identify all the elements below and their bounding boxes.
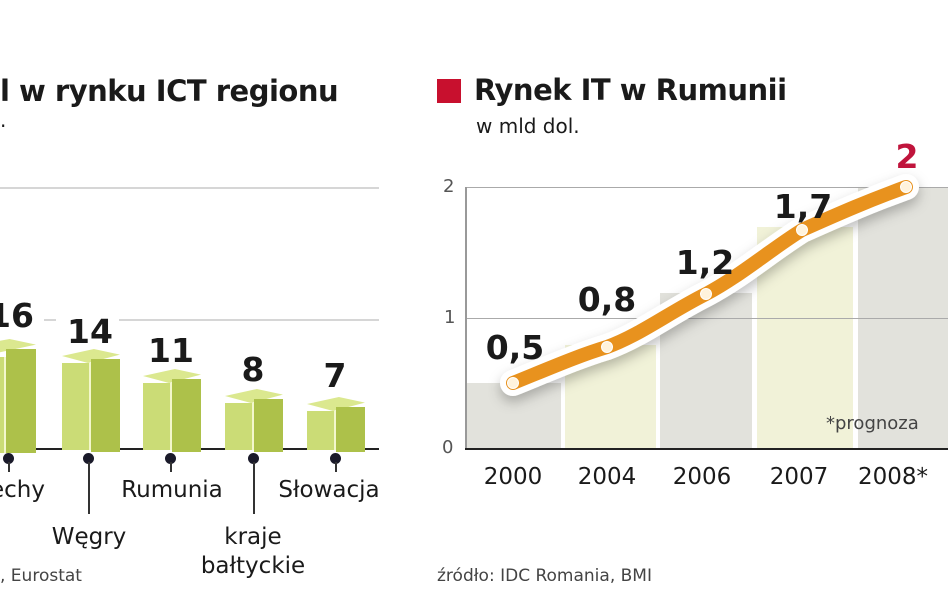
marker-stem [335,462,337,472]
y-tick-2: 2 [443,176,455,197]
left-baseline [36,448,379,450]
marker-dot [248,453,259,464]
bar-value: 8 [241,350,265,389]
x-label-2000: 2000 [483,464,543,490]
left-gridline-mid-b [119,319,379,321]
y-tick-1: 1 [444,307,456,328]
point-value-2006: 1,2 [675,243,735,282]
left-gridline-mid-a [44,319,56,321]
bar-value: 14 [67,312,113,351]
right-chart-subtitle: w mld dol. [476,114,580,138]
left-chart-title: l w rynku ICT regionu [0,74,339,108]
point-value-2008: 2 [895,137,919,176]
bar-label-line2: bałtyckie [200,553,306,579]
bar-label: echy [0,477,45,503]
left-gridline-top [0,187,379,189]
forecast-note: *prognoza [826,413,919,434]
bar-value: 7 [323,356,347,395]
bar-value: 16 [0,296,34,335]
marker-stem [8,462,10,472]
y-tick-0: 0 [442,437,454,458]
marker-stem [88,462,90,514]
x-label-2008: 2008* [858,464,929,490]
marker-dot [330,453,341,464]
bar-label: Węgry [51,524,127,550]
bar-label: Rumunia [121,477,223,503]
point-value-2007: 1,7 [773,187,833,226]
legend-square-icon [437,79,461,103]
bar-value: 11 [148,331,194,370]
bar-label: Słowacja [278,477,380,503]
marker-dot [3,453,14,464]
marker-dot [83,453,94,464]
gridline-2 [467,187,948,188]
right-chart-source: źródło: IDC Romania, BMI [437,566,652,586]
x-label-2004: 2004 [577,464,637,490]
point-value-2000: 0,5 [485,328,545,367]
x-axis [465,448,948,450]
marker-stem [253,462,255,514]
marker-stem [170,462,172,472]
left-chart-subtitle: . [0,108,7,132]
gridline-1 [467,318,948,319]
point-value-2004: 0,8 [577,280,637,319]
bar-label-line1: kraje [224,524,282,550]
x-label-2006: 2006 [672,464,732,490]
marker-dot [165,453,176,464]
plot-area [465,187,948,449]
right-chart-title: Rynek IT w Rumunii [474,73,787,107]
line-series [500,174,919,396]
left-chart-source: , Eurostat [0,566,82,586]
x-label-2007: 2007 [769,464,829,490]
